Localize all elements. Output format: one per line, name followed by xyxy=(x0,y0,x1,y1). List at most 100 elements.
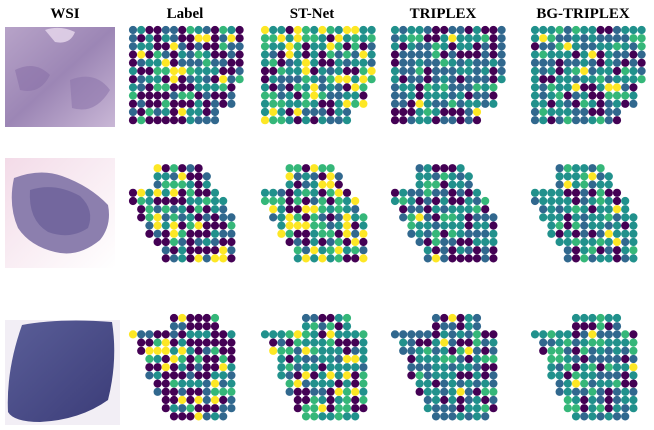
spot xyxy=(629,25,638,35)
spot xyxy=(440,412,449,421)
spot xyxy=(399,338,408,347)
spot xyxy=(612,107,622,117)
spot xyxy=(431,116,441,125)
spot xyxy=(481,229,490,238)
spot xyxy=(440,196,449,206)
spot xyxy=(555,25,564,35)
spot xyxy=(440,25,449,35)
spot xyxy=(178,83,187,92)
spot xyxy=(423,338,432,347)
spot xyxy=(269,83,278,92)
spot xyxy=(415,83,424,92)
spot xyxy=(456,379,465,388)
spot xyxy=(399,75,408,84)
spot xyxy=(326,221,335,230)
spot xyxy=(399,205,408,214)
spot xyxy=(359,379,368,388)
spot xyxy=(555,91,564,100)
spot xyxy=(334,213,343,222)
spot xyxy=(588,116,597,125)
spot xyxy=(440,213,449,222)
spot xyxy=(596,83,605,92)
spot xyxy=(464,254,473,263)
spot xyxy=(407,99,416,108)
spot xyxy=(407,91,416,100)
spot xyxy=(637,75,646,84)
spot xyxy=(326,313,335,323)
spot xyxy=(334,188,343,197)
spot xyxy=(301,50,311,59)
spot xyxy=(334,338,343,347)
spot xyxy=(580,196,589,206)
spot xyxy=(448,91,457,100)
spot xyxy=(448,313,457,323)
spot xyxy=(153,50,162,59)
spot xyxy=(604,221,613,230)
spot xyxy=(318,172,327,181)
spot xyxy=(539,346,548,355)
spot xyxy=(472,196,482,206)
spot xyxy=(318,371,327,380)
spot xyxy=(277,83,286,92)
spot xyxy=(563,363,572,372)
spot xyxy=(472,221,482,230)
spot xyxy=(351,25,360,35)
spot xyxy=(481,205,490,214)
spot xyxy=(489,50,498,59)
spot xyxy=(285,205,294,214)
spot xyxy=(235,50,244,59)
spot xyxy=(547,34,556,43)
spot xyxy=(310,164,319,173)
spot xyxy=(318,221,327,230)
spot xyxy=(407,66,416,76)
spot xyxy=(342,363,352,372)
spot xyxy=(448,221,457,230)
spot xyxy=(318,99,327,108)
spot xyxy=(219,213,228,222)
spot xyxy=(277,229,286,238)
spot xyxy=(415,330,424,339)
spot xyxy=(440,338,449,347)
spot xyxy=(415,213,424,222)
spot xyxy=(629,395,638,405)
spot xyxy=(227,66,236,76)
spot xyxy=(326,395,335,405)
spot xyxy=(489,363,498,372)
spot xyxy=(359,363,368,372)
spot xyxy=(612,221,622,230)
spot xyxy=(629,330,638,339)
spot xyxy=(621,99,630,108)
spot xyxy=(326,116,335,125)
spot xyxy=(448,172,457,181)
spot xyxy=(563,246,572,255)
spot xyxy=(260,196,270,206)
spot xyxy=(227,254,236,263)
spot xyxy=(464,172,473,181)
spot xyxy=(145,116,154,125)
spot xyxy=(202,338,211,347)
spot xyxy=(423,246,432,255)
spot xyxy=(178,346,187,355)
spot xyxy=(178,330,187,339)
spot xyxy=(293,395,302,405)
spot xyxy=(596,50,605,59)
spot xyxy=(571,221,581,230)
spot xyxy=(563,34,572,43)
spot xyxy=(153,66,162,76)
spot xyxy=(260,330,270,339)
spot xyxy=(571,354,581,364)
spot xyxy=(161,91,170,100)
spot xyxy=(202,188,211,197)
spot xyxy=(301,58,311,67)
spot xyxy=(580,254,589,263)
column-headers: WSI Label ST-Net TRIPLEX BG-TRIPLEX xyxy=(0,0,654,30)
spot xyxy=(153,172,162,181)
spot-map-row3-stnet xyxy=(260,313,368,421)
spot xyxy=(399,66,408,76)
spot xyxy=(342,213,352,222)
spot xyxy=(440,387,449,396)
spot xyxy=(301,254,311,263)
spot xyxy=(580,354,589,364)
spot xyxy=(612,237,622,247)
spot xyxy=(547,188,556,197)
